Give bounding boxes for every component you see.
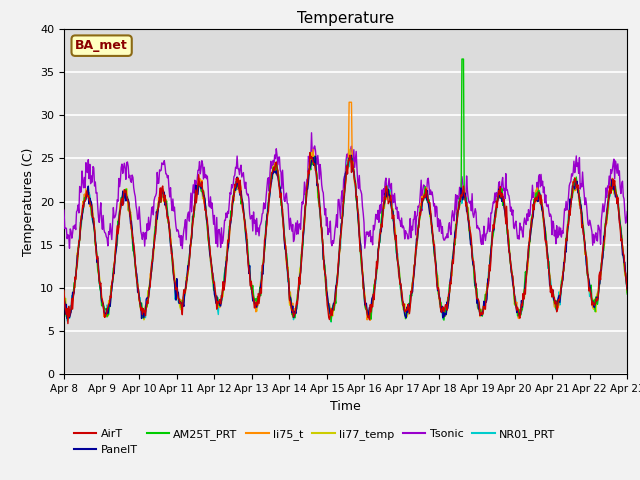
AirT — [60, 288, 68, 293]
li75_t — [367, 317, 374, 323]
li77_temp — [60, 293, 68, 299]
Tsonic — [128, 172, 136, 178]
AM25T_PRT — [415, 220, 422, 226]
Title: Temperature: Temperature — [297, 11, 394, 26]
li77_temp — [346, 146, 354, 152]
Tsonic — [416, 201, 424, 206]
li75_t — [346, 99, 353, 105]
li77_temp — [416, 216, 424, 221]
PanelT — [63, 316, 71, 322]
Tsonic — [60, 207, 68, 213]
li77_temp — [216, 299, 224, 305]
Line: li77_temp: li77_temp — [64, 149, 627, 320]
AM25T_PRT — [623, 291, 631, 297]
Y-axis label: Temperatures (C): Temperatures (C) — [22, 147, 35, 256]
Line: AM25T_PRT: AM25T_PRT — [64, 59, 627, 322]
Tsonic — [216, 232, 224, 238]
NR01_PRT — [416, 213, 424, 218]
li75_t — [215, 304, 223, 310]
li77_temp — [432, 264, 440, 269]
NR01_PRT — [327, 319, 335, 325]
PanelT — [129, 240, 137, 245]
PanelT — [348, 153, 355, 158]
NR01_PRT — [70, 281, 78, 287]
Line: Tsonic: Tsonic — [64, 133, 627, 249]
AM25T_PRT — [327, 319, 335, 324]
AirT — [64, 321, 72, 326]
AirT — [623, 287, 631, 293]
AM25T_PRT — [70, 280, 78, 286]
Line: PanelT: PanelT — [64, 156, 627, 319]
NR01_PRT — [308, 153, 316, 158]
AM25T_PRT — [186, 257, 193, 263]
AM25T_PRT — [431, 256, 439, 262]
AirT — [306, 150, 314, 156]
NR01_PRT — [432, 270, 440, 276]
li75_t — [60, 294, 68, 300]
Text: BA_met: BA_met — [76, 39, 128, 52]
Tsonic — [623, 209, 631, 215]
PanelT — [216, 302, 224, 308]
AM25T_PRT — [60, 288, 68, 294]
li75_t — [623, 289, 631, 295]
PanelT — [186, 243, 194, 249]
PanelT — [623, 286, 631, 291]
AirT — [71, 274, 79, 280]
Line: NR01_PRT: NR01_PRT — [64, 156, 627, 322]
li75_t — [432, 269, 440, 275]
Legend: AirT, PanelT, AM25T_PRT, li75_t, li77_temp, Tsonic, NR01_PRT: AirT, PanelT, AM25T_PRT, li75_t, li77_te… — [70, 425, 560, 459]
Tsonic — [70, 226, 78, 231]
NR01_PRT — [60, 296, 68, 301]
AirT — [129, 237, 137, 243]
li75_t — [70, 285, 78, 290]
Tsonic — [186, 204, 194, 210]
Tsonic — [308, 130, 316, 136]
li77_temp — [70, 284, 78, 289]
AirT — [416, 210, 424, 216]
PanelT — [71, 277, 79, 283]
li75_t — [416, 216, 424, 222]
NR01_PRT — [186, 252, 193, 257]
X-axis label: Time: Time — [330, 400, 361, 413]
li77_temp — [623, 288, 631, 293]
li77_temp — [128, 231, 136, 237]
li75_t — [128, 235, 136, 241]
li77_temp — [140, 317, 148, 323]
Line: AirT: AirT — [64, 153, 627, 324]
NR01_PRT — [215, 299, 223, 304]
AM25T_PRT — [458, 56, 466, 62]
AirT — [216, 297, 224, 302]
AM25T_PRT — [215, 302, 223, 308]
Tsonic — [432, 203, 440, 209]
Line: li75_t: li75_t — [64, 102, 627, 320]
Tsonic — [179, 246, 186, 252]
AirT — [186, 251, 194, 256]
AirT — [432, 267, 440, 273]
PanelT — [60, 296, 68, 302]
li75_t — [186, 255, 193, 261]
PanelT — [432, 263, 440, 269]
li77_temp — [186, 244, 194, 250]
NR01_PRT — [623, 289, 631, 295]
NR01_PRT — [128, 234, 136, 240]
PanelT — [416, 214, 424, 220]
AM25T_PRT — [128, 233, 136, 239]
